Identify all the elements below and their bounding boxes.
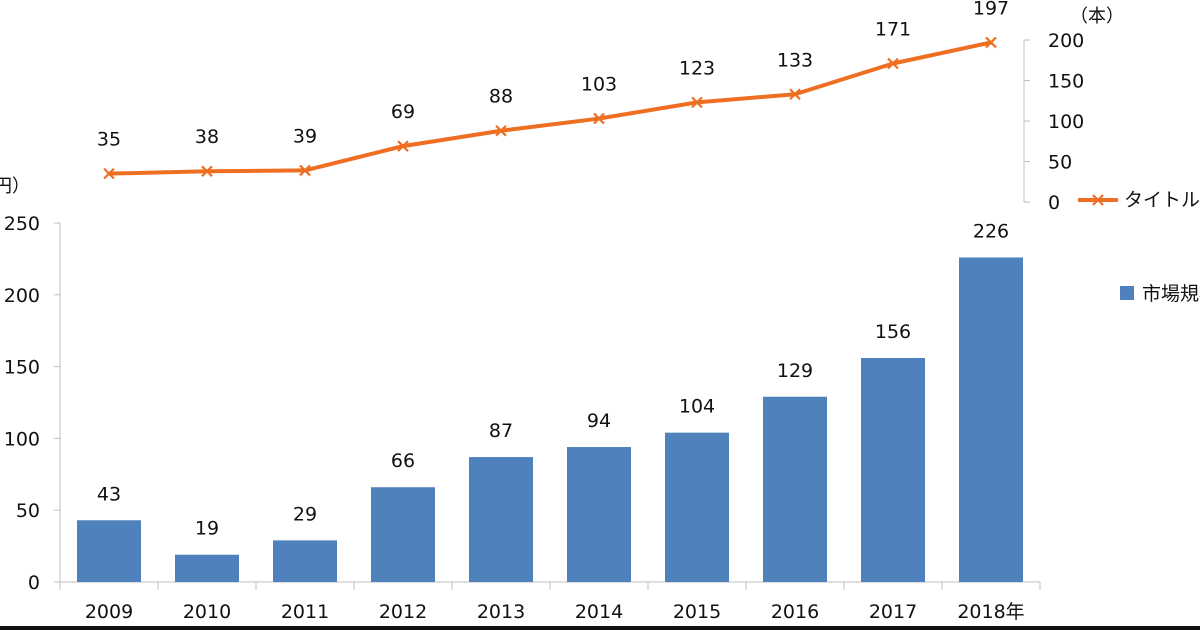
- bar: [665, 432, 729, 582]
- x-tick-label: 2012: [379, 601, 427, 623]
- x-tick-label: 2016: [771, 601, 819, 623]
- line-y-tick-label: 150: [1048, 71, 1084, 93]
- bar-chart: 0 50 100 150 200 250 円） 43 2009 19 2010 29 2011 66 201…: [0, 176, 1041, 623]
- bar-y-tick-label: 200: [4, 285, 40, 307]
- legend-line-label: タイトル: [1124, 189, 1200, 211]
- line-marker: [985, 36, 997, 49]
- bottom-border: [0, 626, 1200, 630]
- bar-data-label: 94: [587, 410, 611, 432]
- bar-y-tick-label: 250: [4, 213, 40, 235]
- bar-data-label: 19: [195, 518, 219, 540]
- series-line: [108, 40, 992, 176]
- legend-bar-label: 市場規模: [1142, 283, 1200, 305]
- line-data-label: 35: [97, 129, 121, 151]
- bar-y-tick-label: 50: [16, 500, 40, 522]
- x-tick-label: 2011: [281, 601, 329, 623]
- line-y-tick-label: 200: [1048, 30, 1084, 52]
- line-data-label: 88: [489, 86, 513, 108]
- line-marker-stroke: [201, 165, 213, 177]
- line-data-label: 38: [195, 126, 219, 148]
- line-y-tick-label: 50: [1048, 152, 1072, 174]
- legend-line-marker: [1092, 194, 1104, 206]
- line-y-tick-label: 100: [1048, 111, 1084, 133]
- line-y-tick-label: 0: [1048, 192, 1060, 214]
- legend-bar-swatch: [1120, 286, 1134, 300]
- bar-data-label: 156: [875, 321, 911, 343]
- bar-data-label: 66: [391, 450, 415, 472]
- bar-data-label: 29: [293, 503, 317, 525]
- bar-y-unit-label: 円）: [0, 176, 30, 197]
- line-marker-stroke: [789, 88, 801, 101]
- legend-line: タイトル: [1078, 189, 1200, 211]
- bar-data-label: 87: [489, 420, 513, 442]
- bar: [273, 540, 337, 582]
- x-tick-label: 2014: [575, 601, 623, 623]
- bar-data-label: 226: [973, 220, 1009, 242]
- line-marker-stroke: [299, 164, 311, 177]
- line-marker-stroke: [985, 36, 997, 49]
- line-marker-stroke: [495, 124, 507, 137]
- bar-data-label: 43: [97, 483, 121, 505]
- line-marker: [691, 96, 703, 109]
- line-data-label: 103: [581, 74, 617, 96]
- line-marker-stroke: [397, 140, 409, 152]
- bar-y-tick-label: 100: [4, 428, 40, 450]
- bar: [175, 554, 239, 582]
- line-marker: [201, 165, 213, 177]
- bar-data-label: 129: [777, 360, 813, 382]
- line-marker-stroke: [103, 167, 115, 180]
- line-data-label: 39: [293, 125, 317, 147]
- legend-bar: 市場規模: [1120, 283, 1200, 305]
- bar: [763, 396, 827, 582]
- line-marker: [789, 88, 801, 101]
- bar-data-label: 104: [679, 396, 715, 418]
- x-tick-label: 2010: [183, 601, 231, 623]
- bar-y-tick-label: 0: [28, 572, 40, 594]
- x-tick-label: 2017: [869, 601, 917, 623]
- x-tick-label: 2013: [477, 601, 525, 623]
- line-data-label: 123: [679, 57, 715, 79]
- bar: [861, 357, 925, 582]
- line-marker: [593, 112, 605, 125]
- bar: [959, 257, 1023, 582]
- line-data-label: 69: [391, 101, 415, 123]
- x-tick-label: 2018年: [957, 601, 1024, 623]
- bar-y-tick-label: 150: [4, 357, 40, 379]
- line-marker-stroke: [593, 112, 605, 125]
- line-marker-stroke: [887, 57, 899, 70]
- x-tick-label: 2009: [85, 601, 133, 623]
- bar: [77, 520, 141, 582]
- line-marker: [495, 124, 507, 137]
- bar: [371, 487, 435, 582]
- line-y-unit-label: （本）: [1070, 6, 1124, 27]
- line-data-label: 133: [777, 49, 813, 71]
- line-marker: [397, 140, 409, 152]
- legends: タイトル市場規模: [1078, 189, 1200, 305]
- line-marker: [887, 57, 899, 70]
- line-chart: 0 50 100 150 200 （本） 35 38 39 69 88 103 123 133 171 197: [97, 0, 1124, 214]
- line-marker-stroke: [691, 96, 703, 109]
- line-marker: [103, 167, 115, 180]
- x-tick-label: 2015: [673, 601, 721, 623]
- line-data-label: 171: [875, 18, 911, 40]
- line-data-label: 197: [973, 0, 1009, 19]
- line-marker: [299, 164, 311, 177]
- bar: [567, 447, 631, 582]
- bar: [469, 457, 533, 582]
